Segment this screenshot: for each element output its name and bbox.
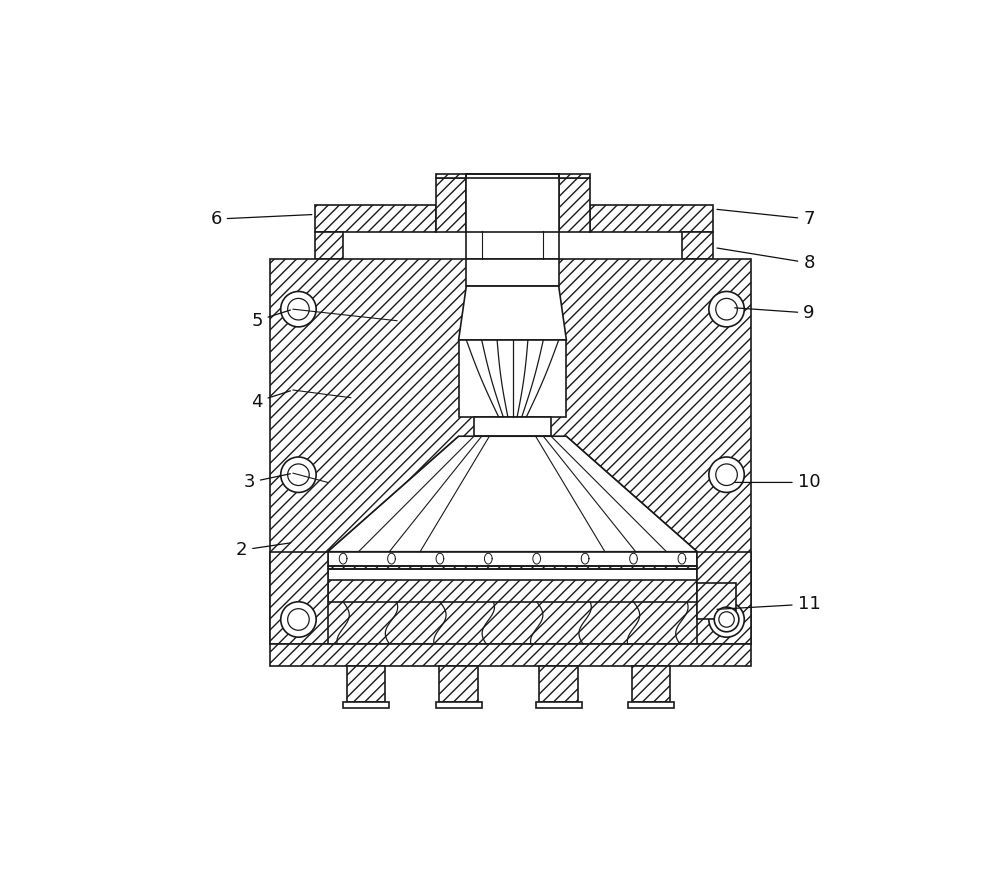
Circle shape — [709, 457, 744, 492]
Bar — [328, 569, 697, 580]
Bar — [436, 702, 482, 708]
Polygon shape — [315, 205, 436, 232]
Bar — [459, 340, 566, 417]
Bar — [343, 702, 389, 708]
Circle shape — [288, 299, 309, 320]
Polygon shape — [632, 666, 670, 702]
Bar — [466, 259, 559, 286]
Text: 6: 6 — [210, 210, 312, 228]
Bar — [628, 702, 674, 708]
Polygon shape — [270, 259, 751, 644]
Polygon shape — [347, 666, 385, 702]
Circle shape — [719, 611, 734, 627]
Circle shape — [281, 602, 316, 637]
Circle shape — [288, 609, 309, 630]
Text: 4: 4 — [251, 391, 290, 411]
Polygon shape — [590, 205, 713, 232]
Text: 11: 11 — [717, 595, 820, 613]
Polygon shape — [682, 232, 713, 259]
Polygon shape — [328, 552, 697, 602]
Circle shape — [716, 464, 737, 485]
Bar — [466, 174, 559, 232]
Polygon shape — [539, 666, 578, 702]
Circle shape — [281, 457, 316, 492]
Text: 10: 10 — [735, 473, 820, 491]
Text: 2: 2 — [236, 541, 290, 559]
Polygon shape — [559, 179, 590, 232]
Polygon shape — [270, 644, 751, 666]
Circle shape — [709, 602, 744, 637]
Polygon shape — [439, 666, 478, 702]
Circle shape — [281, 292, 316, 327]
Circle shape — [716, 299, 737, 320]
Circle shape — [288, 464, 309, 485]
Polygon shape — [436, 179, 466, 232]
Circle shape — [716, 609, 737, 630]
Bar — [536, 702, 582, 708]
Polygon shape — [328, 436, 697, 552]
Polygon shape — [270, 552, 328, 644]
Polygon shape — [697, 552, 751, 644]
Bar — [474, 417, 551, 436]
Text: 7: 7 — [717, 209, 815, 228]
Text: 3: 3 — [243, 473, 290, 491]
Text: 5: 5 — [251, 310, 290, 329]
Text: 8: 8 — [717, 248, 815, 272]
Polygon shape — [436, 174, 590, 179]
Circle shape — [709, 292, 744, 327]
Text: 9: 9 — [735, 304, 815, 322]
Circle shape — [714, 607, 739, 632]
Polygon shape — [315, 232, 343, 259]
Bar — [328, 552, 697, 566]
Polygon shape — [459, 286, 566, 340]
Polygon shape — [697, 583, 736, 619]
